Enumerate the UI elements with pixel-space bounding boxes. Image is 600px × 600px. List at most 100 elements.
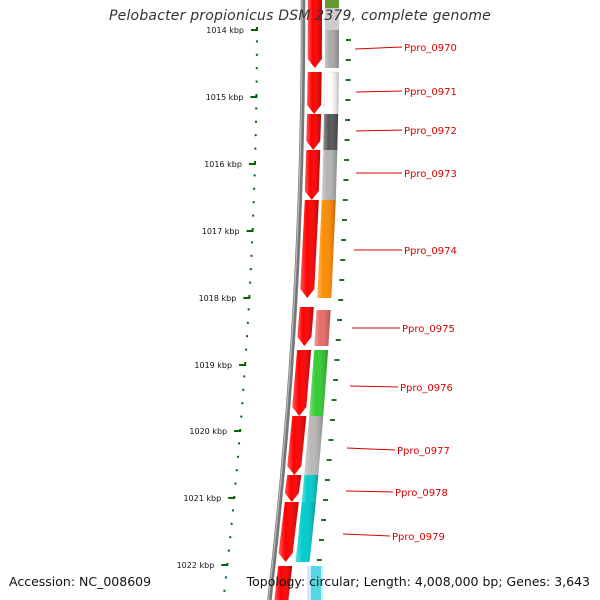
feature-tick (342, 219, 348, 221)
feature-block-shade (295, 502, 316, 562)
accession-text: Accession: NC_008609 (9, 574, 152, 589)
minor-tick (242, 388, 245, 391)
minor-tick (254, 147, 257, 150)
major-tick (221, 564, 229, 566)
minor-tick (249, 268, 252, 271)
cds-arrow-shade (306, 114, 322, 150)
genome-summary-text: Topology: circular; Length: 4,008,000 bp… (246, 574, 590, 589)
cds-arrow-shade (297, 307, 314, 346)
gene-label-leader (355, 129, 403, 132)
feature-tick (340, 259, 346, 261)
feature-tick (343, 179, 349, 181)
gene-label[interactable]: Ppro_0974 (404, 246, 457, 257)
feature-block-shade (304, 416, 324, 475)
tick-label: 1018 kbp (199, 294, 237, 303)
cds-arrow-shade (292, 350, 312, 416)
cds-arrow-shade (287, 416, 307, 475)
major-tick (228, 497, 236, 499)
minor-tick (246, 321, 249, 324)
gene-label[interactable]: Ppro_0979 (392, 532, 445, 543)
feature-tick (338, 299, 344, 301)
feature-tick (344, 139, 350, 141)
gene-label-leader (349, 385, 399, 388)
gene-label[interactable]: Ppro_0972 (404, 126, 457, 137)
minor-tick (256, 27, 259, 29)
major-tick (246, 230, 254, 232)
minor-tick (234, 482, 237, 485)
gene-label-leader (355, 90, 403, 93)
gene-label[interactable]: Ppro_0976 (400, 383, 453, 394)
gene-label[interactable]: Ppro_0973 (404, 169, 457, 180)
major-tick (239, 364, 247, 366)
minor-tick (249, 281, 252, 284)
minor-tick (241, 402, 244, 405)
feature-tick (334, 359, 340, 361)
gene-label[interactable]: Ppro_0975 (402, 324, 455, 335)
tick-label: 1015 kbp (206, 93, 244, 102)
feature-tick (331, 399, 337, 401)
tick-label: 1017 kbp (202, 227, 240, 236)
gene-label[interactable]: Ppro_0970 (404, 43, 457, 54)
minor-tick (246, 335, 249, 338)
minor-tick (255, 94, 258, 96)
cds-arrow-shade (284, 475, 302, 502)
feature-tick (330, 419, 336, 421)
cds-arrow-shade (304, 150, 321, 200)
gene-labels: Ppro_0970 Ppro_0971 Ppro_0972 Ppro_0973 Ppro… (342, 43, 457, 543)
major-tick (248, 163, 256, 165)
feature-tick (337, 319, 343, 321)
gene-label[interactable]: Ppro_0978 (395, 488, 448, 499)
feature-tick (328, 439, 334, 441)
minor-tick (255, 53, 258, 56)
feature-block-shade (321, 150, 338, 200)
feature-track (295, 0, 340, 600)
minor-tick (247, 308, 250, 311)
minor-tick (248, 295, 251, 297)
minor-tick (255, 40, 258, 43)
minor-tick (230, 522, 233, 525)
feature-tick (335, 339, 341, 341)
cds-arrow-shade (274, 566, 293, 600)
cds-arrow-shade (278, 502, 299, 562)
minor-tick (240, 415, 243, 418)
backbone (267, 0, 306, 600)
gene-label-leader (342, 533, 391, 537)
minor-tick (253, 174, 256, 177)
cds-arrow-shade (307, 0, 322, 68)
minor-tick (255, 67, 258, 70)
minor-tick (244, 362, 247, 364)
minor-tick (224, 576, 227, 579)
feature-block[interactable] (325, 8, 339, 30)
tick-label: 1021 kbp (183, 494, 221, 503)
feature-block-shade (314, 310, 331, 346)
feature-tick (345, 39, 351, 41)
backbone-highlight (267, 0, 303, 600)
gene-label[interactable]: Ppro_0971 (404, 87, 457, 98)
map-title: Pelobacter propionicus DSM 2379, complet… (109, 8, 491, 24)
feature-block[interactable] (325, 0, 339, 8)
major-tick (234, 430, 242, 432)
minor-tick (254, 120, 257, 123)
minor-tick (252, 201, 255, 204)
cds-track (274, 0, 322, 600)
feature-tick (344, 159, 350, 161)
minor-tick (236, 455, 239, 458)
minor-tick (253, 187, 256, 190)
feature-block-shade (309, 350, 329, 416)
tick-label: 1016 kbp (204, 160, 242, 169)
tick-label: 1020 kbp (189, 427, 227, 436)
tick-label: 1022 kbp (177, 561, 215, 570)
minor-tick (255, 107, 258, 110)
feature-block (311, 566, 321, 600)
feature-tick (324, 479, 330, 481)
feature-tick (341, 239, 347, 241)
feature-tick (342, 199, 348, 201)
gene-label-leader (346, 447, 396, 451)
cds-arrow-shade (300, 200, 319, 298)
minor-tick (253, 161, 256, 163)
minor-tick (251, 228, 254, 230)
feature-tick (345, 119, 351, 121)
gene-label[interactable]: Ppro_0977 (397, 446, 450, 457)
minor-tick (245, 348, 248, 351)
